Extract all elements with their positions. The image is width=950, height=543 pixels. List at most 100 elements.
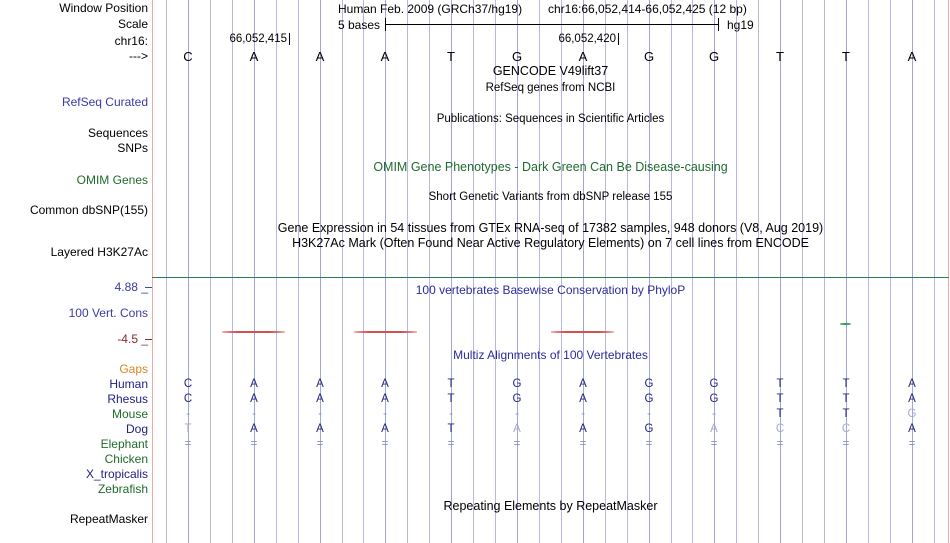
align-row-human-base-11: T (842, 378, 850, 390)
align-row-dog-base-3: A (316, 423, 324, 435)
track-label-strand-arrow[interactable]: ---> (129, 49, 148, 63)
track-label-zebrafish[interactable]: Zebrafish (97, 482, 148, 496)
track-label-cons-max[interactable]: 4.88 _ (114, 280, 148, 294)
align-row-rhesus-base-9: G (709, 393, 719, 405)
align-row-mouse-base-4: - (383, 408, 387, 420)
track-label-refseq-curated[interactable]: RefSeq Curated (61, 95, 148, 109)
left-ruler-line (152, 0, 153, 543)
align-row-human-base-2: A (250, 378, 258, 390)
track-label-chrom[interactable]: chr16: (114, 34, 148, 48)
ruler-base-1: C (183, 49, 193, 64)
align-row-human-base-10: T (776, 378, 784, 390)
track-label-elephant[interactable]: Elephant (100, 437, 148, 451)
align-row-dog-base-2: A (250, 423, 258, 435)
align-row-dog-base-7: A (579, 423, 587, 435)
cons-axis-tick-max (145, 287, 152, 288)
conservation-wiggle-track (152, 277, 949, 339)
track-label-human[interactable]: Human (109, 377, 148, 391)
track-label-dog[interactable]: Dog (125, 422, 148, 436)
align-row-elephant-base-4: = (381, 438, 389, 450)
align-row-rhesus-base-1: C (183, 393, 193, 405)
ruler-base-8: G (643, 49, 655, 64)
align-row-dog-base-6: A (513, 423, 521, 435)
ruler-base-7: A (578, 49, 588, 64)
align-row-rhesus-base-3: A (316, 393, 324, 405)
ruler-base-6: G (511, 49, 523, 64)
ruler-base-11: T (842, 49, 850, 64)
scale-bar (385, 18, 719, 31)
align-row-mouse-base-11: T (842, 408, 850, 420)
omim-label[interactable]: OMIM Gene Phenotypes - Dark Green Can Be… (373, 160, 728, 174)
align-row-elephant-base-8: = (645, 438, 653, 450)
align-row-dog-base-4: A (381, 423, 389, 435)
align-row-elephant-base-2: = (250, 438, 258, 450)
repeatmasker-label[interactable]: Repeating Elements by RepeatMasker (443, 499, 658, 513)
track-label-cons-track[interactable]: 100 Vert. Cons (68, 306, 148, 320)
ruler-base-10: T (776, 49, 784, 64)
scale-bases-label: 5 bases (338, 18, 381, 32)
ruler-base-3: A (315, 49, 325, 64)
align-row-human-base-8: G (644, 378, 654, 390)
track-label-gaps[interactable]: Gaps (119, 362, 148, 376)
cons-axis-tick-min (145, 339, 152, 340)
align-row-rhesus-base-12: A (908, 393, 916, 405)
cons-mark-2 (222, 331, 285, 333)
coord-66052415-tick (289, 33, 290, 45)
align-row-human-base-7: A (579, 378, 587, 390)
align-row-elephant-base-9: = (710, 438, 718, 450)
align-row-rhesus-base-6: G (512, 393, 522, 405)
align-row-mouse-base-1: - (186, 408, 190, 420)
align-row-rhesus-base-11: T (842, 393, 850, 405)
align-row-elephant-base-3: = (316, 438, 324, 450)
align-row-mouse-base-9: - (712, 408, 716, 420)
gencode-label[interactable]: GENCODE V49lift37 (492, 64, 609, 78)
track-label-mouse[interactable]: Mouse (111, 407, 148, 421)
align-row-mouse-base-10: T (776, 408, 784, 420)
track-label-rhesus[interactable]: Rhesus (107, 392, 148, 406)
align-row-human-base-12: A (908, 378, 916, 390)
publications-label[interactable]: Publications: Sequences in Scientific Ar… (436, 113, 665, 125)
align-row-rhesus-base-5: T (447, 393, 455, 405)
align-row-elephant-base-12: = (908, 438, 916, 450)
track-label-window-position[interactable]: Window Position (59, 1, 148, 15)
align-row-mouse-base-7: - (581, 408, 585, 420)
align-row-human-base-9: G (709, 378, 719, 390)
coord-66052415: 66,052,415 (229, 33, 287, 45)
align-row-human-base-1: C (183, 378, 193, 390)
align-row-human-base-3: A (316, 378, 324, 390)
track-label-x-tropicalis[interactable]: X_tropicalis (85, 467, 148, 481)
track-label-chicken[interactable]: Chicken (104, 452, 148, 466)
cons-mark-4 (354, 331, 417, 333)
coord-66052420-tick (618, 33, 619, 45)
phylop-label[interactable]: 100 vertebrates Basewise Conservation by… (415, 283, 686, 297)
track-label-snps[interactable]: SNPs (117, 141, 148, 155)
track-label-omim-genes[interactable]: OMIM Genes (76, 173, 148, 187)
refseq-ncbi-label[interactable]: RefSeq genes from NCBI (485, 82, 616, 94)
dbsnp-label[interactable]: Short Genetic Variants from dbSNP releas… (428, 191, 673, 203)
align-row-dog-base-12: A (908, 423, 916, 435)
track-label-repeatmasker[interactable]: RepeatMasker (69, 512, 148, 526)
ruler-base-4: A (380, 49, 390, 64)
align-row-human-base-5: T (447, 378, 455, 390)
conservation-top-line (152, 277, 949, 278)
track-label-common-dbsnp[interactable]: Common dbSNP(155) (29, 203, 148, 217)
track-label-layered-h3k27ac[interactable]: Layered H3K27Ac (50, 245, 148, 259)
align-row-mouse-base-12: G (907, 408, 917, 420)
assembly-abbrev-label: hg19 (727, 18, 754, 32)
cons-mark-11 (840, 323, 851, 325)
genome-assembly-label: Human Feb. 2009 (GRCh37/hg19) (338, 2, 523, 16)
ruler-base-12: A (907, 49, 917, 64)
track-label-scale[interactable]: Scale (117, 17, 148, 31)
align-row-rhesus-base-2: A (250, 393, 258, 405)
track-label-cons-min[interactable]: -4.5 _ (117, 332, 148, 346)
align-row-rhesus-base-4: A (381, 393, 389, 405)
h3k27ac-label[interactable]: H3K27Ac Mark (Often Found Near Active Re… (292, 236, 809, 250)
multiz-label[interactable]: Multiz Alignments of 100 Vertebrates (453, 348, 648, 362)
gtex-label[interactable]: Gene Expression in 54 tissues from GTEx … (277, 221, 824, 235)
align-row-mouse-base-8: - (647, 408, 651, 420)
right-ruler-line (948, 0, 949, 543)
align-row-human-base-6: G (512, 378, 522, 390)
ruler-base-9: G (708, 49, 720, 64)
track-label-sequences[interactable]: Sequences (87, 126, 148, 140)
align-row-elephant-base-7: = (579, 438, 587, 450)
